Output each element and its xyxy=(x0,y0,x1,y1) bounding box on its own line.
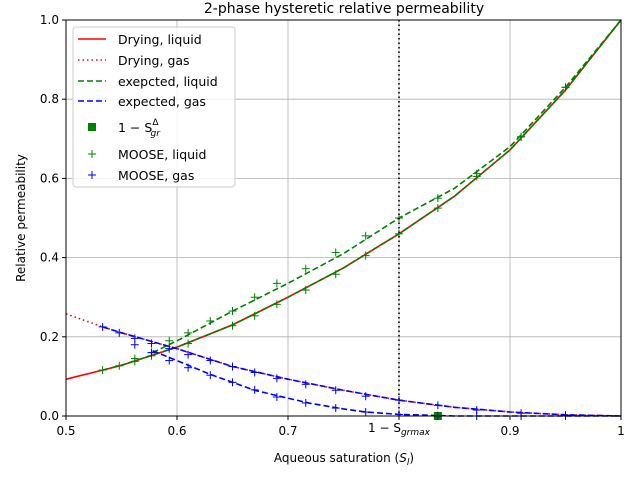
plus-marker-moose-gas xyxy=(184,350,193,359)
plus-marker-moose-gas xyxy=(331,404,340,413)
plus-marker-moose-gas xyxy=(301,398,310,407)
plus-marker-moose-gas xyxy=(361,392,370,401)
x-tick-label: 0.7 xyxy=(278,424,297,438)
plus-marker-moose-liquid xyxy=(228,307,237,316)
legend-label-text: Drying, liquid xyxy=(118,32,202,47)
legend-label: exepcted, liquid xyxy=(118,74,218,89)
plus-marker-moose-gas xyxy=(228,362,237,371)
legend-label: Drying, gas xyxy=(118,53,190,68)
x-tick-label: 0.9 xyxy=(500,424,519,438)
series-line-expected-gas xyxy=(102,326,622,417)
plus-marker-moose-liquid xyxy=(250,311,259,320)
plus-marker-moose-liquid xyxy=(228,321,237,330)
x-tick-label-main: 1 − S xyxy=(368,421,401,435)
plus-marker-moose-liquid xyxy=(272,300,281,309)
plus-marker-moose-liquid xyxy=(517,132,526,141)
y-tick-label: 1.0 xyxy=(40,13,59,27)
legend-label-text: expected, gas xyxy=(118,94,206,109)
legend-swatch xyxy=(88,123,96,131)
legend-label: 1 − SΔ gr xyxy=(118,118,161,139)
legend-label: MOOSE, gas xyxy=(118,168,194,183)
series-line-exepcted-liquid xyxy=(102,19,622,371)
series-line-expected-gas xyxy=(152,349,621,417)
plus-marker-moose-liquid xyxy=(361,251,370,260)
plus-marker-moose-liquid xyxy=(130,354,139,363)
plus-marker-moose-gas xyxy=(147,348,156,357)
plus-marker-moose-liquid xyxy=(184,339,193,348)
chart-title: 2-phase hysteretic relative permeability xyxy=(204,1,484,17)
series-line-drying-gas xyxy=(65,313,622,417)
plus-marker-moose-liquid xyxy=(115,361,124,370)
legend-label-sup: Δ xyxy=(152,118,159,128)
plus-marker-moose-gas xyxy=(331,386,340,395)
legend-label: expected, gas xyxy=(118,94,206,109)
plus-marker-moose-liquid xyxy=(433,194,442,203)
plus-marker-moose-liquid xyxy=(301,286,310,295)
plus-marker-moose-gas xyxy=(272,392,281,401)
plus-marker-moose-gas xyxy=(361,408,370,417)
plus-marker-moose-gas xyxy=(272,374,281,383)
axes-frame xyxy=(65,19,622,417)
legend-label: MOOSE, liquid xyxy=(118,147,206,162)
plus-marker-moose-liquid xyxy=(98,366,107,375)
plus-marker-moose-gas xyxy=(301,380,310,389)
plus-marker-moose-liquid xyxy=(250,293,259,302)
x-tick-label: 1 xyxy=(617,424,625,438)
plus-marker-moose-gas xyxy=(115,328,124,337)
plus-marker-moose-liquid xyxy=(561,83,570,92)
plus-marker-moose-liquid xyxy=(272,279,281,288)
series-line-exepcted-liquid xyxy=(152,19,622,354)
plus-marker-moose-liquid xyxy=(472,169,481,178)
x-tick-label: 0.6 xyxy=(167,424,186,438)
legend-label-text: exepcted, liquid xyxy=(118,74,218,89)
legend-label-text: Drying, gas xyxy=(118,53,190,68)
plus-marker-moose-gas xyxy=(165,356,174,365)
legend-label-text: MOOSE, liquid xyxy=(118,147,206,162)
plus-marker-moose-gas xyxy=(206,371,215,380)
plus-marker-moose-liquid xyxy=(433,204,442,213)
plus-marker-moose-gas xyxy=(206,356,215,365)
legend-label-text: MOOSE, gas xyxy=(118,168,194,183)
plus-marker-moose-liquid xyxy=(184,328,193,337)
ticks: 0.5 0.6 0.7 0.9 11 − Sgrmax0.00.20.40.60.81.… xyxy=(40,13,625,438)
plus-marker-moose-liquid xyxy=(301,264,310,273)
plus-marker-moose-gas xyxy=(228,378,237,387)
plus-marker-moose-liquid xyxy=(331,248,340,257)
x-axis-label: Aqueous saturation (Sl) xyxy=(274,451,414,468)
plus-marker-moose-gas xyxy=(98,322,107,331)
legend-box xyxy=(72,26,236,188)
plus-marker-moose-gas xyxy=(147,339,156,348)
plus-marker-moose-gas xyxy=(250,368,259,377)
legend-label-sub: gr xyxy=(150,129,161,139)
y-tick-label: 0.2 xyxy=(40,330,59,344)
plus-marker-moose-liquid xyxy=(361,231,370,240)
plus-marker-moose-liquid xyxy=(331,270,340,279)
x-tick-label-sub: grmax xyxy=(401,428,431,438)
plus-marker-moose-gas xyxy=(433,401,442,410)
plot-area xyxy=(65,19,622,420)
plus-marker-moose-liquid xyxy=(165,336,174,345)
plus-marker-moose-gas xyxy=(130,340,139,349)
x-tick-label: 0.5 xyxy=(56,424,75,438)
plus-marker-moose-gas xyxy=(184,363,193,372)
legend: Drying, liquid Drying, gas exepcted, liqui… xyxy=(72,26,236,188)
plus-marker-moose-gas xyxy=(165,344,174,353)
x-tick-label-special: 1 − Sgrmax xyxy=(368,421,431,438)
y-tick-label: 0.4 xyxy=(40,251,59,265)
y-tick-label: 0.6 xyxy=(40,171,59,185)
y-tick-label: 0.8 xyxy=(40,92,59,106)
legend-label: Drying, liquid xyxy=(118,32,202,47)
plus-marker-moose-liquid xyxy=(206,316,215,325)
plus-marker-moose-gas xyxy=(250,385,259,394)
legend-label-text: 1 − S xyxy=(118,120,152,135)
y-axis-label: Relative permeability xyxy=(14,154,28,282)
y-tick-label: 0.0 xyxy=(40,409,59,423)
